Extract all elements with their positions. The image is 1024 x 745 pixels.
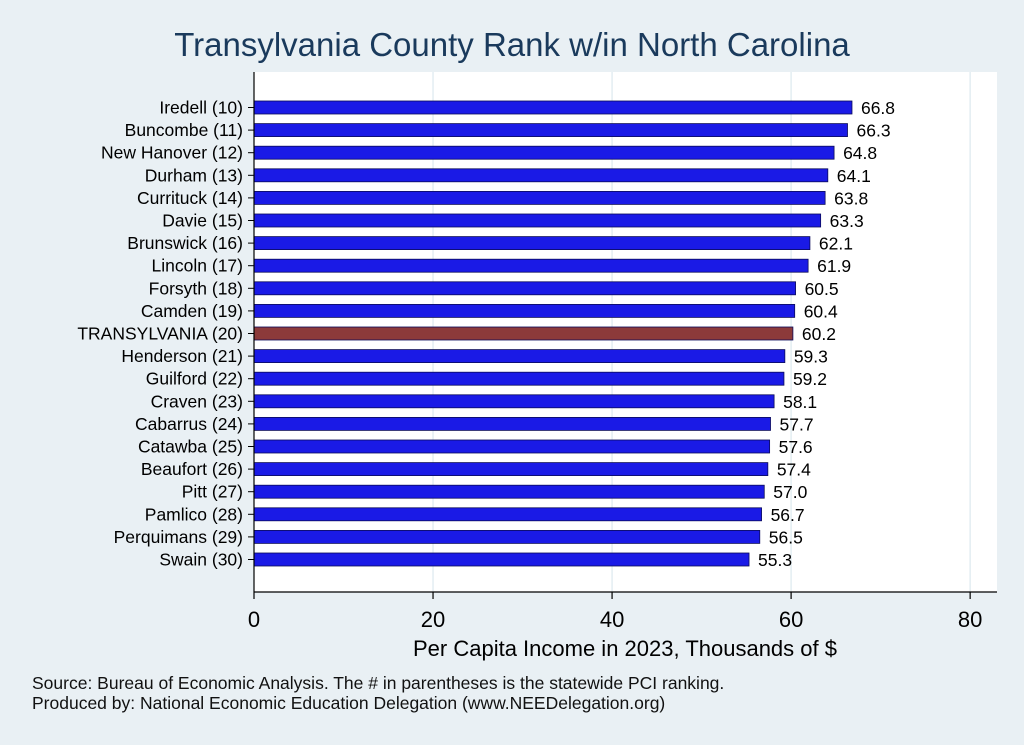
value-label: 62.1	[819, 234, 853, 254]
value-label: 60.5	[805, 279, 839, 299]
bar	[253, 281, 796, 296]
category-label: Brunswick (16)	[127, 233, 243, 253]
category-label: Davie (15)	[162, 211, 243, 231]
value-label: 61.9	[817, 256, 851, 276]
value-label: 66.3	[857, 121, 891, 141]
category-label: Henderson (21)	[121, 346, 243, 366]
chart-title: Transylvania County Rank w/in North Caro…	[174, 26, 850, 63]
bar	[253, 552, 750, 567]
x-axis-title: Per Capita Income in 2023, Thousands of …	[413, 636, 837, 661]
x-tick-label: 20	[421, 607, 445, 632]
axes	[253, 72, 997, 593]
category-label: Iredell (10)	[159, 98, 243, 118]
value-label: 58.1	[783, 392, 817, 412]
bar	[253, 213, 822, 228]
value-label: 59.2	[793, 369, 827, 389]
category-label: Swain (30)	[159, 550, 243, 570]
value-label: 64.1	[837, 166, 871, 186]
category-label: Buncombe (11)	[125, 120, 243, 140]
bar	[253, 371, 785, 386]
bar	[253, 416, 771, 431]
x-tick-label: 40	[600, 607, 624, 632]
bars	[253, 100, 853, 567]
value-label: 59.3	[794, 347, 828, 367]
bar	[253, 530, 761, 544]
x-tick-label: 80	[958, 607, 982, 632]
bar	[253, 507, 762, 522]
bar	[253, 145, 835, 160]
value-label: 60.2	[802, 324, 836, 344]
value-label: 57.0	[773, 482, 807, 502]
category-label: Perquimans (29)	[114, 527, 243, 547]
category-label: TRANSYLVANIA (20)	[77, 324, 243, 344]
labels: 0 20 40 60 80 Iredell (10) 66.8 Buncombe (11) 66…	[77, 98, 982, 633]
bar	[253, 439, 771, 454]
category-label: Craven (23)	[151, 391, 243, 411]
category-label: Camden (19)	[141, 301, 243, 321]
category-label: Durham (13)	[145, 165, 243, 185]
value-label: 56.7	[771, 505, 805, 525]
value-label: 64.8	[843, 143, 877, 163]
bar	[253, 123, 848, 137]
value-label: 57.6	[779, 437, 813, 457]
value-label: 63.8	[834, 188, 868, 208]
bar	[253, 484, 765, 499]
value-label: 55.3	[758, 550, 792, 570]
category-label: Lincoln (17)	[152, 256, 243, 276]
category-label: Beaufort (26)	[141, 459, 243, 479]
value-label: 57.7	[780, 414, 814, 434]
x-tick-label: 0	[248, 607, 260, 632]
category-label: Guilford (22)	[146, 369, 243, 389]
bar	[253, 100, 853, 115]
category-label: New Hanover (12)	[101, 143, 243, 163]
value-label: 60.4	[804, 301, 838, 321]
x-tick-label: 60	[779, 607, 803, 632]
value-label: 63.3	[830, 211, 864, 231]
bar	[253, 394, 775, 409]
source-note: Source: Bureau of Economic Analysis. The…	[32, 673, 725, 693]
bar	[253, 236, 811, 251]
category-label: Currituck (14)	[137, 188, 243, 208]
bar	[253, 258, 809, 273]
value-label: 56.5	[769, 527, 803, 547]
category-label: Forsyth (18)	[149, 278, 243, 298]
bar	[253, 303, 796, 318]
value-label: 66.8	[861, 98, 895, 118]
bar-highlight	[253, 326, 794, 341]
bar	[253, 462, 769, 477]
bar	[253, 190, 826, 205]
value-label: 57.4	[777, 460, 811, 480]
bar	[253, 349, 786, 364]
category-label: Cabarrus (24)	[135, 414, 243, 434]
category-label: Pitt (27)	[182, 482, 243, 502]
produced-by-note: Produced by: National Economic Education…	[32, 693, 666, 713]
category-label: Pamlico (28)	[145, 504, 243, 524]
category-label: Catawba (25)	[138, 437, 243, 457]
bar	[253, 168, 829, 183]
